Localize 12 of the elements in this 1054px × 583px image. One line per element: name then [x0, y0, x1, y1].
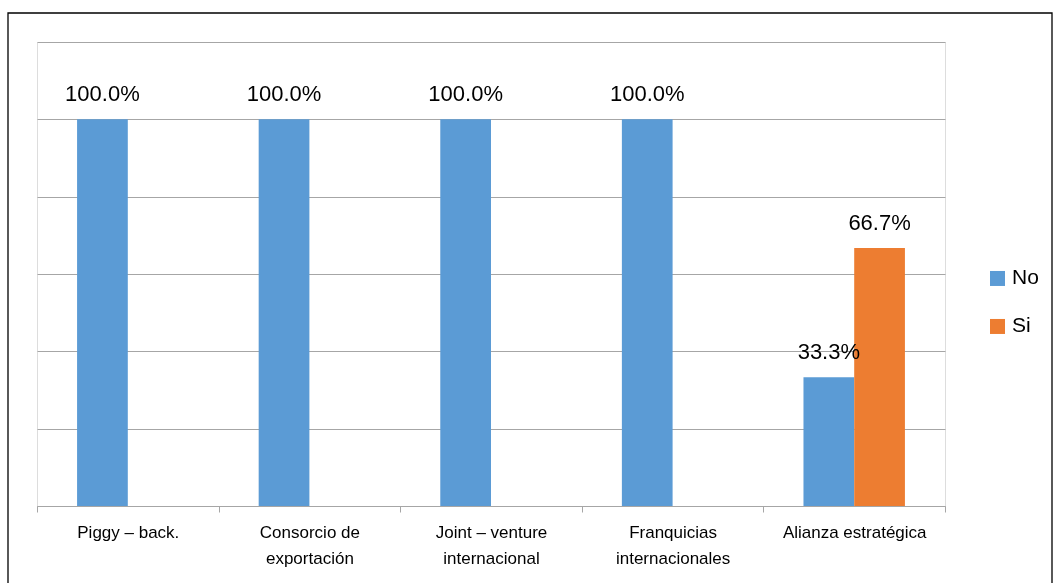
x-tick-label: Piggy – back. — [77, 522, 180, 542]
legend-label: Si — [1012, 313, 1031, 337]
data-label: 100.0% — [609, 81, 685, 107]
x-tick-label: Alianza estratégica — [782, 522, 928, 542]
x-tick-label: Joint – venture internacional — [435, 522, 548, 568]
data-label: 100.0% — [246, 81, 322, 107]
x-tick-label: Consorcio de exportación — [259, 522, 360, 568]
data-label: 100.0% — [428, 81, 503, 107]
legend-label: No — [1012, 265, 1039, 289]
x-tick-label: Franquicias internacionales — [615, 522, 731, 568]
data-label: 100.0% — [65, 81, 140, 107]
data-label: 66.7% — [848, 210, 911, 236]
